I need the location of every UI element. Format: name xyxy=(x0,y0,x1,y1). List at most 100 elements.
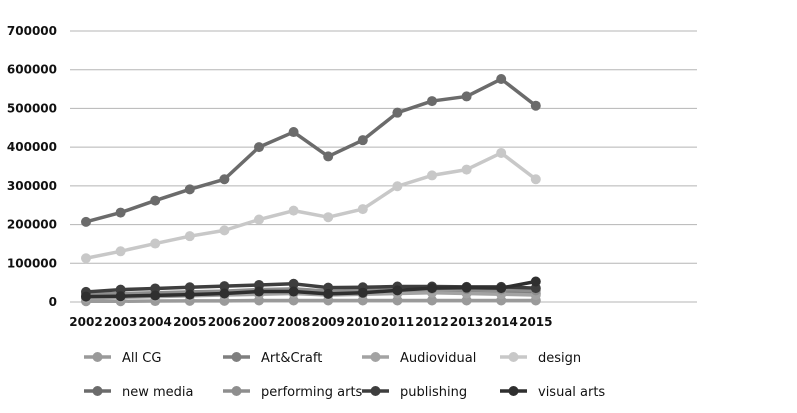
y-axis-tick-labels: 0 100000 200000 300000 400000 500000 600000 700… xyxy=(7,24,57,309)
y-tick-label: 600000 xyxy=(7,63,57,77)
y-tick-label: 100000 xyxy=(7,256,57,270)
data-point xyxy=(392,181,403,192)
x-tick-label: 2003 xyxy=(104,315,137,329)
data-point xyxy=(81,253,91,264)
legend-swatch-marker xyxy=(370,352,381,362)
data-point xyxy=(219,174,230,185)
data-point xyxy=(461,282,472,293)
legend-item: new media xyxy=(84,385,194,400)
data-point xyxy=(254,214,264,225)
data-point xyxy=(150,195,161,206)
legend-item: Audiovidual xyxy=(362,351,476,366)
data-point xyxy=(357,204,368,215)
data-point xyxy=(81,291,91,302)
data-point xyxy=(288,205,299,216)
x-tick-label: 2010 xyxy=(346,315,379,329)
x-tick-label: 2009 xyxy=(311,315,344,329)
data-point xyxy=(496,147,507,158)
data-point xyxy=(530,276,541,287)
legend-label: design xyxy=(538,351,581,366)
legend-label: Audiovidual xyxy=(400,351,476,366)
data-point xyxy=(496,283,507,294)
data-point xyxy=(392,295,403,306)
data-point xyxy=(392,285,403,296)
legend-item: visual arts xyxy=(500,385,605,400)
y-tick-label: 500000 xyxy=(7,101,57,115)
legend-label: Art&Craft xyxy=(261,351,322,366)
x-tick-label: 2005 xyxy=(173,315,206,329)
x-tick-label: 2013 xyxy=(450,315,483,329)
x-tick-label: 2007 xyxy=(242,315,275,329)
legend-swatch-marker xyxy=(508,352,519,362)
legend-item: All CG xyxy=(84,351,161,366)
data-point xyxy=(427,96,437,107)
series-visual-arts xyxy=(81,276,541,302)
data-point xyxy=(219,281,230,292)
data-point xyxy=(288,278,299,289)
legend-item: design xyxy=(500,351,581,366)
data-point xyxy=(219,288,230,299)
data-point xyxy=(115,207,126,218)
y-tick-label: 300000 xyxy=(7,179,57,193)
data-point xyxy=(461,164,472,175)
data-point xyxy=(323,212,334,223)
legend-swatch-marker xyxy=(231,352,242,362)
data-point xyxy=(254,286,264,297)
legend-swatch-marker xyxy=(370,386,381,396)
legend-item: Art&Craft xyxy=(223,351,322,366)
legend-label: visual arts xyxy=(538,385,605,400)
series-line xyxy=(85,279,537,299)
data-point xyxy=(184,282,195,293)
data-point xyxy=(427,283,437,294)
data-point xyxy=(530,100,541,111)
data-point xyxy=(461,295,472,306)
data-point xyxy=(357,135,368,146)
y-tick-label: 200000 xyxy=(7,218,57,232)
data-point xyxy=(219,225,230,236)
data-point xyxy=(357,287,368,298)
data-point xyxy=(288,286,299,297)
legend-item: publishing xyxy=(362,385,467,400)
data-point xyxy=(115,291,126,302)
data-point xyxy=(323,288,334,299)
data-point xyxy=(150,283,161,294)
legend-swatch-marker xyxy=(92,386,103,396)
data-point xyxy=(288,295,299,306)
legend-label: performing arts xyxy=(261,385,363,400)
data-point xyxy=(427,170,437,181)
legend-label: publishing xyxy=(400,385,467,400)
data-point xyxy=(254,142,264,153)
data-point xyxy=(288,127,299,138)
series-new-media xyxy=(81,74,541,227)
data-point xyxy=(427,295,437,306)
legend-item: performing arts xyxy=(223,385,363,400)
data-point xyxy=(184,231,195,242)
legend: All CG Art&Craft Audiovidual design new medi… xyxy=(84,351,605,400)
y-tick-label: 0 xyxy=(49,295,57,309)
legend-swatch-marker xyxy=(508,386,519,396)
data-point xyxy=(81,216,91,227)
x-tick-label: 2012 xyxy=(415,315,448,329)
legend-label: new media xyxy=(122,385,194,400)
series-lines xyxy=(81,74,541,307)
series-line xyxy=(86,298,536,303)
x-tick-label: 2002 xyxy=(69,315,102,329)
x-axis-tick-labels: 2002 2003 2004 2005 2006 2007 2008 2009 2010 2011… xyxy=(69,315,552,329)
x-tick-label: 2011 xyxy=(381,315,414,329)
legend-label: All CG xyxy=(122,351,161,366)
x-tick-label: 2006 xyxy=(208,315,241,329)
series-line xyxy=(85,151,537,260)
data-point xyxy=(184,289,195,300)
data-point xyxy=(323,151,334,162)
data-point xyxy=(392,107,403,118)
series-line xyxy=(85,77,537,224)
data-point xyxy=(150,290,161,301)
y-tick-label: 400000 xyxy=(7,140,57,154)
data-point xyxy=(184,184,195,195)
series-design xyxy=(81,147,541,264)
data-point xyxy=(530,174,541,185)
y-tick-label: 700000 xyxy=(7,24,57,38)
data-point xyxy=(461,91,472,102)
legend-swatch-marker xyxy=(92,352,103,362)
